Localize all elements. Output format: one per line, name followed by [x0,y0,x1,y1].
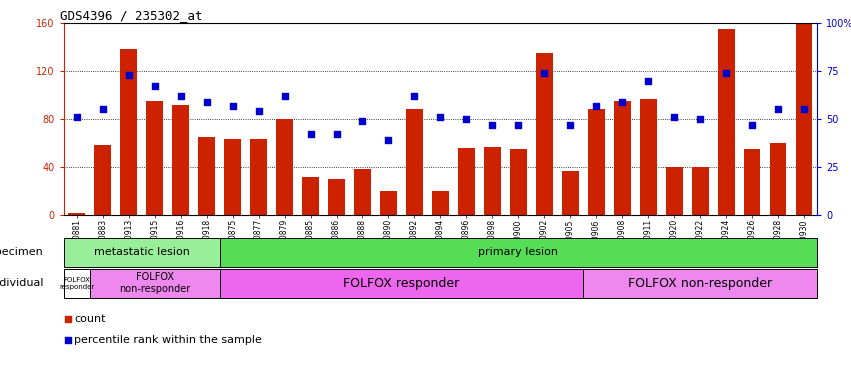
Point [408,93,421,99]
Text: metastatic lesion: metastatic lesion [94,247,190,258]
Bar [380,191,397,215]
Point [486,122,500,128]
Bar [90,269,220,298]
Text: FOLFOX responder: FOLFOX responder [343,277,460,290]
Bar [769,143,786,215]
Point [745,122,759,128]
Point [642,78,655,84]
Bar [614,101,631,215]
Bar [640,99,657,215]
Bar [250,139,267,215]
Point [667,114,681,120]
Point [590,103,603,109]
Bar [198,137,215,215]
Bar [220,269,583,298]
Point [174,93,187,99]
Text: primary lesion: primary lesion [478,247,558,258]
Point [511,122,525,128]
Point [61,337,75,343]
Point [252,108,266,114]
Text: FOLFOX
non-responder: FOLFOX non-responder [119,272,191,294]
Point [200,99,214,105]
Text: GDS4396 / 235302_at: GDS4396 / 235302_at [60,9,203,22]
Bar [328,179,345,215]
Bar [744,149,761,215]
Point [304,131,317,137]
Bar [796,23,813,215]
Bar [276,119,293,215]
Point [381,137,395,143]
Point [615,99,629,105]
Point [563,122,577,128]
Bar [536,53,552,215]
Bar [224,139,241,215]
Bar [583,269,817,298]
Bar [172,104,189,215]
Bar [484,147,500,215]
Point [538,70,551,76]
Point [96,106,110,113]
Bar [588,109,605,215]
Point [329,131,343,137]
Bar [64,238,220,267]
Point [122,72,135,78]
Bar [432,191,448,215]
Bar [406,109,423,215]
Point [719,70,733,76]
Bar [146,101,163,215]
Bar [510,149,527,215]
Point [356,118,369,124]
Text: individual: individual [0,278,43,288]
Bar [68,213,85,215]
Bar [94,146,111,215]
Bar [562,170,579,215]
Bar [302,177,319,215]
Point [771,106,785,113]
Bar [220,238,817,267]
Text: percentile rank within the sample: percentile rank within the sample [74,335,262,345]
Point [70,114,83,120]
Bar [120,50,137,215]
Text: count: count [74,314,106,324]
Text: FOLFOX
responder: FOLFOX responder [60,277,94,290]
Text: FOLFOX non-responder: FOLFOX non-responder [628,277,772,290]
Text: specimen: specimen [0,247,43,258]
Bar [64,269,90,298]
Point [797,106,811,113]
Point [226,103,239,109]
Bar [354,169,371,215]
Point [460,116,473,122]
Bar [458,148,475,215]
Point [148,83,162,89]
Bar [692,167,709,215]
Point [433,114,447,120]
Point [61,316,75,322]
Bar [665,167,683,215]
Point [277,93,291,99]
Point [694,116,707,122]
Bar [717,29,734,215]
